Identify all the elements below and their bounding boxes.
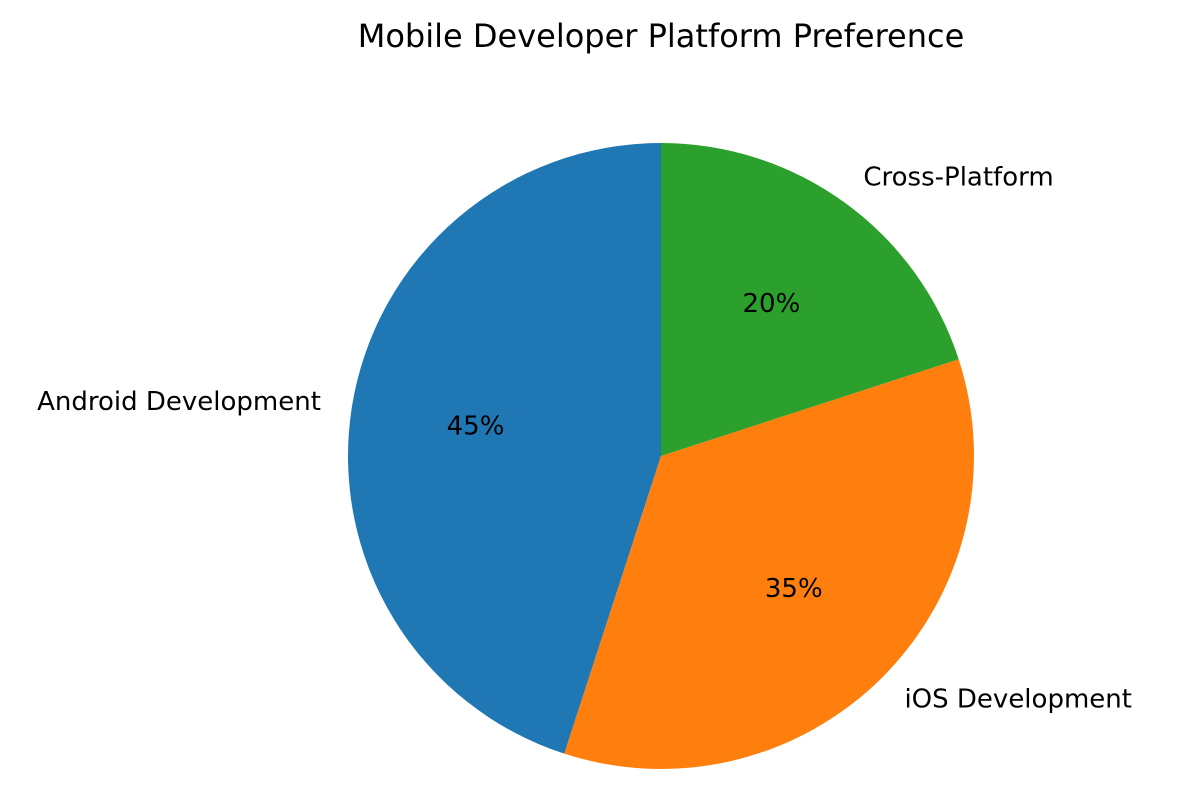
pie-slice-cross-platform (661, 143, 959, 456)
pie-category-label: Cross-Platform (863, 162, 1053, 192)
pie-slices (348, 143, 974, 769)
pie-labels: 45% Android Development 35% iOS Development… (37, 162, 1132, 714)
pie-category-label: Android Development (37, 387, 321, 417)
pie-category-label: iOS Development (904, 684, 1131, 714)
pie-percent-label: 35% (765, 574, 823, 604)
pie-slice-ios-development (564, 359, 974, 769)
pie-percent-label: 45% (447, 412, 505, 442)
pie-slice-android-development (348, 143, 661, 754)
chart-title: Mobile Developer Platform Preference (358, 17, 965, 55)
pie-percent-label: 20% (742, 289, 800, 319)
